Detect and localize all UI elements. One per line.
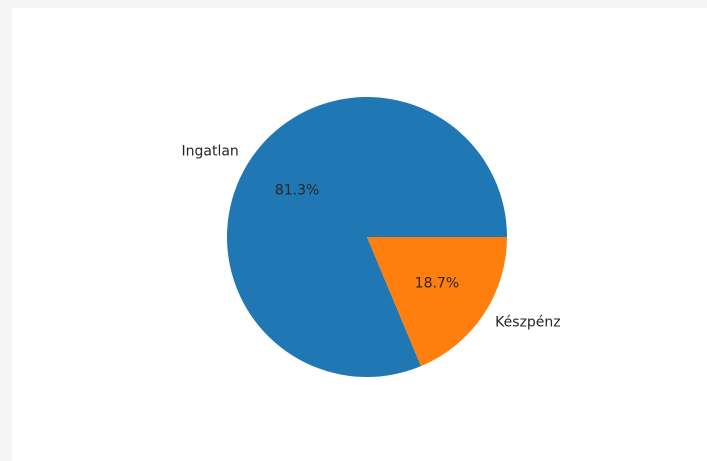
pie-slice-0 — [227, 96, 507, 377]
pie-pct-label-1: 18.7% — [415, 276, 459, 292]
figure-canvas: 81.3% Ingatlan 18.7% Készpénz — [12, 8, 707, 461]
pie-slice-1 — [367, 237, 507, 367]
pie-chart: 81.3% Ingatlan 18.7% Készpénz — [182, 96, 561, 377]
pie-category-label-0: Ingatlan — [182, 144, 239, 160]
pie-category-label-1: Készpénz — [495, 314, 560, 330]
pie-pct-label-0: 81.3% — [275, 182, 319, 198]
